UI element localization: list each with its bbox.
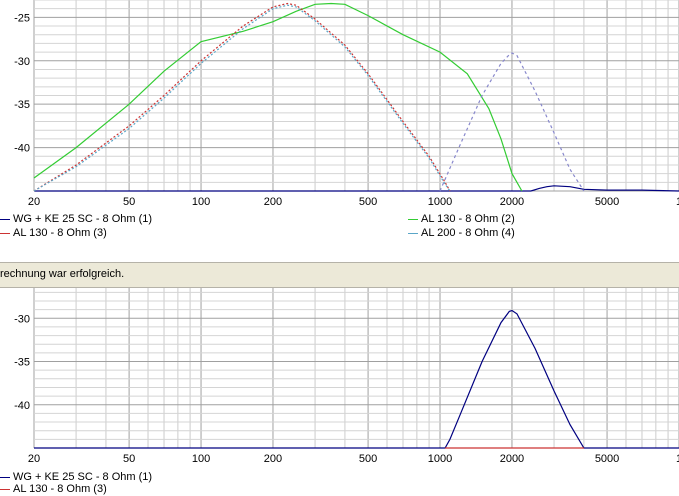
top-legend-label-3: AL 130 - 8 Ohm (3) (13, 227, 107, 240)
top-x-tick-label: 1 (676, 196, 679, 208)
top-series-5 (439, 52, 585, 192)
top-frequency-response-chart: -25 -30 -35 -40 20 50 100 200 500 1000 2000 5000 1 (0, 0, 679, 208)
top-y-axis-gutter (0, 0, 34, 191)
top-x-tick-label: 1000 (428, 196, 452, 208)
top-y-tick-label: -30 (14, 56, 30, 68)
top-x-tick-label: 500 (359, 196, 377, 208)
top-legend-item-3: AL 130 - 8 Ohm (3) (0, 227, 107, 240)
legend-swatch (0, 218, 10, 220)
legend-swatch (0, 476, 10, 478)
top-series-3 (33, 2, 451, 192)
bottom-y-axis-gutter (0, 288, 34, 448)
legend-swatch (408, 218, 418, 220)
top-chart-panel: -25 -30 -35 -40 20 50 100 200 500 1000 2000 5000 1 W… (0, 0, 679, 240)
bottom-x-tick-label: 1 (676, 453, 679, 465)
bottom-x-tick-label: 500 (359, 453, 377, 465)
top-series-4 (33, 4, 451, 192)
bottom-legend-label-3: AL 130 - 8 Ohm (3) (13, 483, 107, 496)
bottom-legend-item-3: AL 130 - 8 Ohm (3) (0, 483, 107, 496)
bottom-legend-item-1: WG + KE 25 SC - 8 Ohm (1) (0, 471, 152, 484)
status-message: rechnung war erfolgreich. (0, 268, 125, 280)
top-legend-item-1: WG + KE 25 SC - 8 Ohm (1) (0, 213, 152, 226)
top-y-tick-label: -35 (14, 99, 30, 111)
top-x-tick-label: 50 (123, 196, 135, 208)
bottom-x-tick-label: 100 (192, 453, 210, 465)
legend-swatch (408, 232, 418, 234)
top-series-2 (33, 2, 523, 192)
legend-swatch (0, 232, 10, 234)
top-series-1 (34, 185, 679, 192)
top-x-tick-label: 20 (28, 196, 40, 208)
top-legend-label-4: AL 200 - 8 Ohm (4) (421, 227, 515, 240)
bottom-chart-panel: -30 -35 -40 20 50 100 200 500 1000 2000 5000 1 WG +… (0, 288, 679, 496)
top-legend-item-4: AL 200 - 8 Ohm (4) (408, 227, 515, 240)
top-x-tick-label: 5000 (595, 196, 619, 208)
bottom-x-tick-label: 5000 (595, 453, 619, 465)
top-y-tick-label: -25 (14, 12, 30, 24)
bottom-y-tick-label: -35 (14, 357, 30, 369)
bottom-x-tick-label: 50 (123, 453, 135, 465)
bottom-frequency-response-chart: -30 -35 -40 20 50 100 200 500 1000 2000 5000 1 (0, 288, 679, 465)
top-y-tick-label: -40 (14, 143, 30, 155)
bottom-x-tick-label: 200 (264, 453, 282, 465)
bottom-y-tick-label: -40 (14, 400, 30, 412)
legend-swatch (0, 488, 10, 490)
bottom-x-tick-label: 1000 (428, 453, 452, 465)
bottom-series-1 (34, 309, 679, 449)
top-x-tick-label: 2000 (500, 196, 524, 208)
bottom-x-tick-label: 2000 (500, 453, 524, 465)
top-legend-item-2: AL 130 - 8 Ohm (2) (408, 213, 515, 226)
bottom-y-tick-label: -30 (14, 313, 30, 325)
bottom-legend-label-1: WG + KE 25 SC - 8 Ohm (1) (13, 471, 153, 484)
status-bar: rechnung war erfolgreich. (0, 262, 679, 288)
top-legend-label-2: AL 130 - 8 Ohm (2) (421, 213, 515, 226)
top-x-tick-label: 100 (192, 196, 210, 208)
bottom-x-tick-label: 20 (28, 453, 40, 465)
top-legend-label-1: WG + KE 25 SC - 8 Ohm (1) (13, 213, 153, 226)
top-x-tick-label: 200 (264, 196, 282, 208)
